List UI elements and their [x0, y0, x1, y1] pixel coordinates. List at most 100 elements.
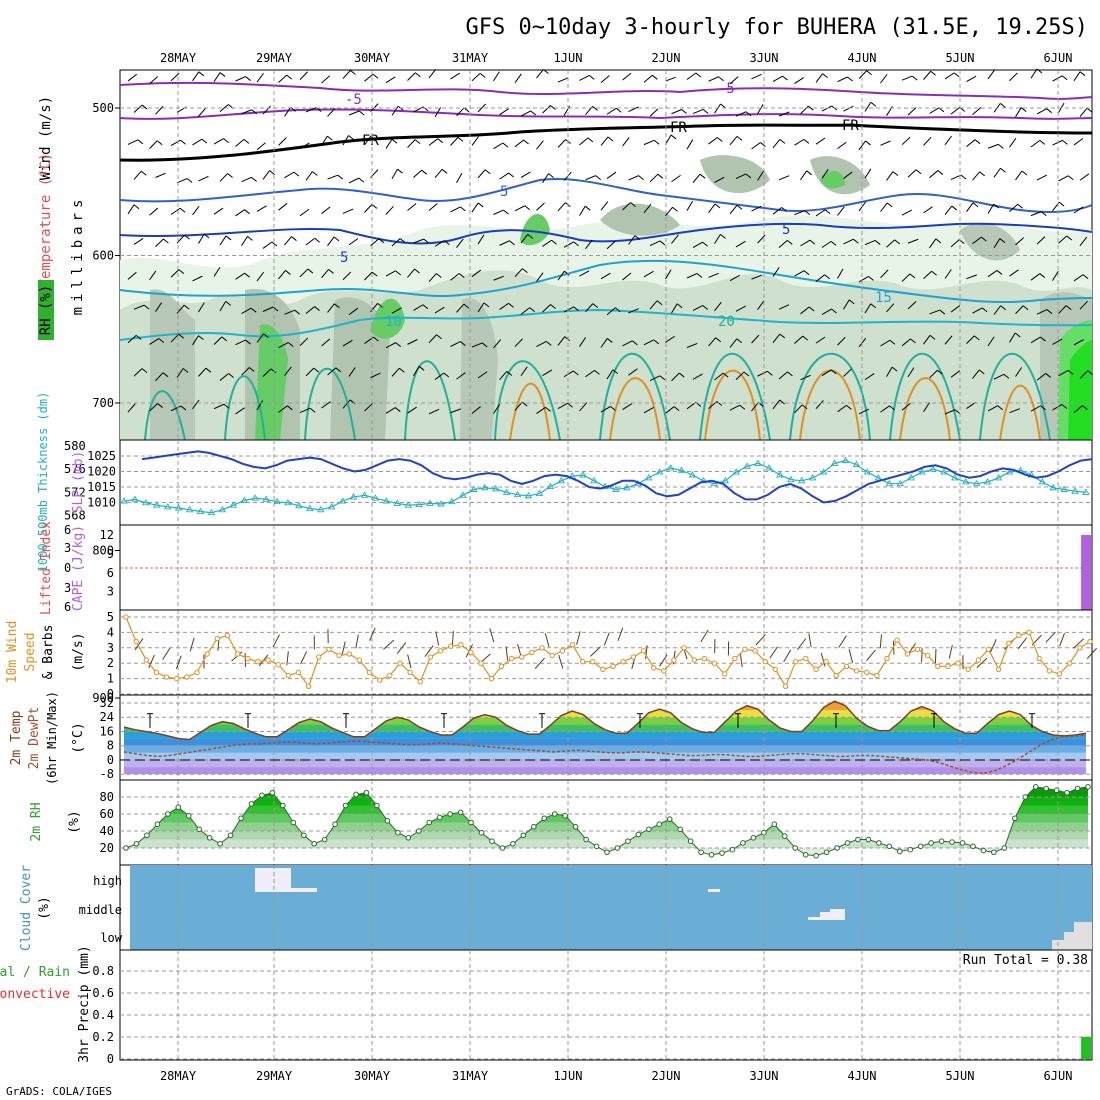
wind-barb	[284, 171, 295, 179]
wind-speed-point	[711, 660, 718, 666]
wind-speed-point	[975, 657, 982, 663]
wind-speed-point	[762, 658, 768, 665]
wind-barb	[858, 275, 869, 283]
wind-barb	[950, 239, 960, 248]
wind-barb-flag	[391, 138, 398, 144]
thickness-point	[1071, 487, 1079, 494]
surface-barb	[300, 651, 308, 665]
wind-barb-flag	[802, 335, 809, 341]
upper-air-label-rh: RH (%)	[38, 285, 54, 336]
wind-barb-flag	[225, 235, 232, 241]
wind-barb	[213, 336, 223, 345]
thickness-point	[1082, 488, 1090, 495]
wind-speed-point	[123, 614, 129, 620]
wind-barb	[520, 307, 530, 315]
wind-speed-point	[914, 646, 921, 653]
wind-barb-flag	[632, 340, 638, 346]
wind-barb-flag	[457, 136, 464, 142]
wind-barb	[434, 240, 445, 247]
wind-barb	[1052, 75, 1063, 82]
surface-barb	[175, 655, 182, 670]
thickness-point	[404, 501, 413, 508]
wind-barb	[155, 372, 164, 382]
wind-barb	[1036, 373, 1046, 381]
thickness-point	[612, 485, 620, 492]
wind-speed-point	[234, 651, 241, 657]
wind-barb-flag	[892, 171, 899, 176]
wind-barb-flag	[502, 142, 509, 148]
rh-point	[395, 829, 401, 836]
svg-text:FR: FR	[362, 133, 379, 149]
wind-barb	[622, 272, 632, 281]
wind-barb	[499, 240, 510, 246]
wind-barb	[176, 368, 184, 378]
surface-barb	[1045, 631, 1056, 643]
svg-text:5: 5	[500, 184, 508, 200]
wind-barb-flag	[653, 339, 660, 345]
wind-barb-flag	[545, 340, 552, 346]
wind-barb	[149, 76, 158, 85]
wind-barb	[456, 107, 465, 117]
wind-barb	[391, 367, 400, 377]
rh-point	[876, 840, 882, 846]
grid	[120, 695, 1092, 780]
wind-barb-flag	[938, 107, 945, 113]
wind-barb	[944, 335, 953, 345]
wind-speed-point	[245, 655, 251, 662]
rh-point	[468, 819, 474, 826]
wind-barb-flag	[634, 235, 641, 240]
wind-barb	[563, 306, 574, 313]
thickness-point	[961, 478, 970, 485]
wind-barb-flag	[179, 207, 186, 213]
wind-barb	[579, 137, 589, 146]
wind-barb-flag	[251, 176, 257, 182]
thickness-point	[437, 500, 445, 507]
wind-barb	[886, 239, 895, 248]
thickness-point	[797, 476, 806, 484]
wind-barb	[901, 402, 911, 411]
rh-point	[687, 838, 694, 845]
wind-barb-flag	[312, 171, 318, 176]
wind-barb-flag	[736, 136, 743, 141]
date-label: 2JUN	[652, 1069, 681, 1083]
wind-speed-point	[387, 672, 393, 679]
wind-barb	[305, 107, 317, 113]
surface-barb	[272, 634, 280, 648]
wind-barb	[815, 73, 824, 83]
wind-barb-flag	[133, 204, 140, 210]
wind-barb-flag	[972, 202, 979, 208]
wind-barb	[858, 337, 867, 348]
wind-barb	[778, 304, 790, 310]
wind-barb	[772, 207, 783, 215]
wind-barb	[864, 168, 872, 179]
temperature-band	[124, 745, 1086, 753]
wind-speed-point	[985, 646, 992, 653]
rh-point	[562, 812, 568, 819]
thickness-point	[459, 491, 467, 498]
wind-barb-flag	[162, 372, 169, 378]
wind-barb	[241, 109, 252, 115]
wind-barb-flag	[573, 306, 580, 312]
thickness-point	[841, 456, 850, 463]
cloud-level-low: low	[100, 931, 122, 945]
surface-barb	[1017, 637, 1028, 650]
wind-speed-point	[579, 658, 586, 665]
wind-barb	[729, 404, 741, 411]
wind-barb	[1073, 71, 1081, 82]
wind-barb	[155, 238, 164, 247]
thickness-point	[830, 459, 839, 466]
wind-barb-flag	[846, 405, 852, 410]
thickness-point	[896, 479, 904, 487]
wind-barb	[729, 338, 738, 348]
thickness-point	[623, 483, 631, 491]
wind-barb	[493, 339, 502, 349]
wind-barb-flag	[551, 239, 557, 245]
thickness-point	[448, 497, 456, 505]
wind-speed-point	[549, 652, 555, 659]
thickness-point	[688, 471, 697, 478]
wind-barb	[299, 268, 309, 278]
wind-barb	[370, 238, 380, 247]
surface-barb	[848, 649, 854, 663]
surface-barb	[590, 646, 601, 657]
wind-barb	[342, 208, 354, 214]
